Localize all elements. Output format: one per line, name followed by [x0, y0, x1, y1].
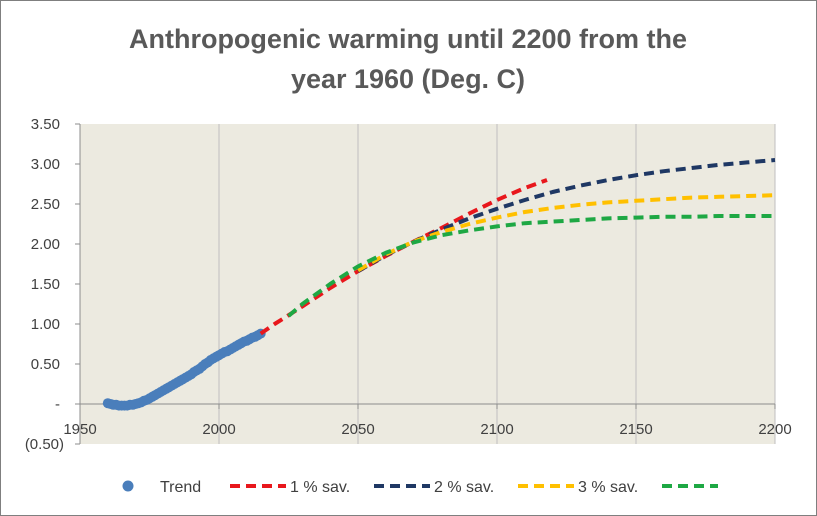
x-tick-label: 1950 [63, 421, 96, 438]
series-line-4 [287, 214, 775, 318]
chart-title-line-2: year 1960 (Deg. C) [291, 64, 525, 94]
x-tick-label: 2050 [341, 421, 374, 438]
y-tick-label: 0.50 [31, 356, 60, 373]
y-tick-label: (0.50) [25, 436, 64, 453]
y-tick-label: 2.00 [31, 236, 60, 253]
legend-marker-trend [122, 480, 134, 492]
chart-title-line-1: Anthropogenic warming until 2200 from th… [129, 24, 687, 54]
y-tick-label: 1.00 [31, 316, 60, 333]
plot-background [80, 124, 775, 444]
legend-label: 2 % sav. [434, 479, 494, 496]
x-tick-label: 2000 [202, 421, 235, 438]
y-tick-label: 3.50 [31, 116, 60, 133]
series-line-2 [357, 158, 776, 273]
plot-area: (0.50) - 0.50 1.00 1.50 2.00 2.50 3.00 3.50 1950 2… [25, 116, 792, 453]
legend-label: 1 % sav. [290, 479, 350, 496]
x-tick-label: 2200 [758, 421, 791, 438]
y-tick-label: 3.00 [31, 156, 60, 173]
series-line-3 [357, 193, 776, 273]
x-tick-label: 2100 [480, 421, 513, 438]
x-tick-label: 2150 [619, 421, 652, 438]
y-tick-label: - [55, 396, 60, 413]
legend: Trend 1 % sav. 2 % sav. 3 % sav. [122, 479, 718, 496]
y-tick-label: 2.50 [31, 196, 60, 213]
legend-label: 3 % sav. [578, 479, 638, 496]
legend-label: Trend [160, 479, 201, 496]
y-tick-label: 1.50 [31, 276, 60, 293]
